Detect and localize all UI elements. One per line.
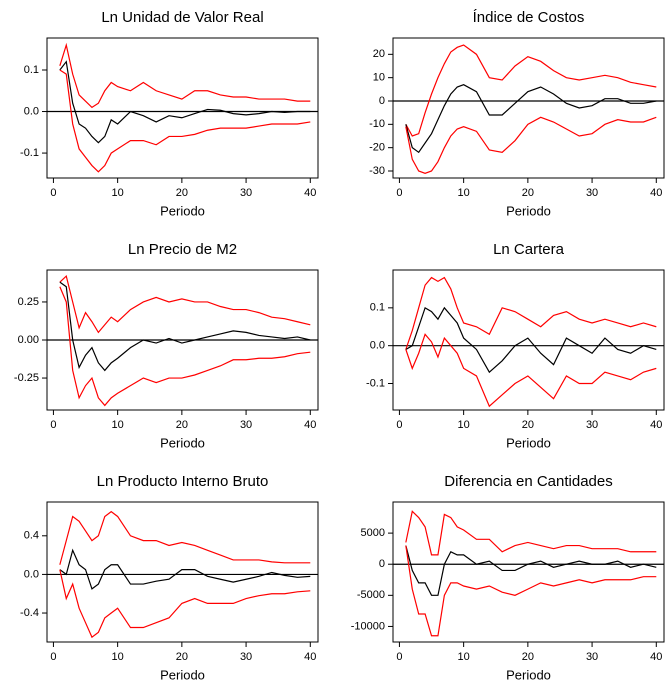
x-axis-label: Periodo: [160, 667, 205, 682]
irf-line: [405, 44, 657, 137]
y-tick-label: 0.00: [18, 334, 39, 346]
y-tick-label: -20: [369, 142, 385, 154]
x-tick-label: 10: [112, 187, 124, 199]
y-tick-label: 0.25: [18, 296, 39, 308]
y-tick-label: -5000: [357, 589, 385, 601]
y-tick-label: -0.25: [14, 372, 39, 384]
y-tick-label: -10: [369, 118, 385, 130]
irf-line: [59, 42, 311, 109]
x-axis-label: Periodo: [506, 435, 551, 450]
panel-title: Índice de Costos: [473, 9, 585, 26]
irf-line: [405, 116, 657, 174]
x-tick-label: 20: [522, 187, 534, 199]
x-tick-label: 0: [396, 419, 402, 431]
plot-frame: [392, 37, 665, 179]
x-tick-label: 30: [586, 419, 598, 431]
panel-title: Ln Cartera: [493, 241, 565, 258]
irf-line: [59, 286, 311, 407]
irf-line: [59, 569, 311, 639]
panel-title: Ln Unidad de Valor Real: [101, 9, 263, 26]
y-tick-label: -10000: [351, 620, 385, 632]
y-tick-label: 0.1: [24, 64, 39, 76]
y-tick-label: 0.0: [24, 105, 39, 117]
y-tick-label: 0.0: [370, 340, 385, 352]
irf-line: [405, 545, 657, 596]
x-tick-label: 30: [240, 187, 252, 199]
irf-line: [405, 84, 657, 154]
x-tick-label: 30: [586, 651, 598, 663]
irf-line: [59, 510, 311, 565]
plot-frame: [392, 269, 665, 411]
x-tick-label: 40: [650, 651, 662, 663]
panel-title: Diferencia en Cantidades: [444, 473, 612, 490]
plot-frame: [46, 37, 319, 179]
y-tick-label: -30: [369, 165, 385, 177]
irf-line: [59, 60, 311, 144]
plot-frame: [46, 501, 319, 643]
x-tick-label: 20: [522, 419, 534, 431]
y-tick-label: 0.1: [370, 302, 385, 314]
x-tick-label: 40: [650, 187, 662, 199]
x-axis-label: Periodo: [160, 203, 205, 218]
y-tick-label: 20: [373, 48, 385, 60]
x-tick-label: 30: [240, 419, 252, 431]
x-tick-label: 40: [650, 419, 662, 431]
x-tick-label: 10: [458, 651, 470, 663]
x-tick-label: 0: [50, 419, 56, 431]
x-axis-label: Periodo: [506, 203, 551, 218]
y-tick-label: 0.0: [24, 568, 39, 580]
x-tick-label: 40: [304, 187, 316, 199]
x-tick-label: 0: [50, 651, 56, 663]
plot-frame: [392, 501, 665, 643]
x-tick-label: 30: [586, 187, 598, 199]
x-tick-label: 10: [458, 187, 470, 199]
x-axis-label: Periodo: [160, 435, 205, 450]
x-tick-label: 40: [304, 651, 316, 663]
x-tick-label: 10: [458, 419, 470, 431]
y-tick-label: 0.4: [24, 530, 39, 542]
x-tick-label: 0: [396, 187, 402, 199]
x-tick-label: 10: [112, 651, 124, 663]
y-tick-label: -0.1: [366, 377, 385, 389]
panel-title: Ln Precio de M2: [128, 241, 237, 258]
x-axis-label: Periodo: [506, 667, 551, 682]
irf-line: [405, 276, 657, 350]
y-tick-label: 0: [379, 95, 385, 107]
x-tick-label: 40: [304, 419, 316, 431]
x-tick-label: 20: [176, 419, 188, 431]
x-tick-label: 20: [176, 651, 188, 663]
y-tick-label: -0.1: [20, 147, 39, 159]
irf-line: [59, 281, 311, 372]
irf-line: [405, 545, 657, 637]
x-tick-label: 30: [240, 651, 252, 663]
irf-line: [405, 333, 657, 408]
x-tick-label: 0: [396, 651, 402, 663]
x-tick-label: 10: [112, 419, 124, 431]
irf-line: [405, 510, 657, 556]
y-tick-label: -0.4: [20, 607, 39, 619]
irf-line: [59, 548, 311, 590]
y-tick-label: 0: [379, 558, 385, 570]
y-tick-label: 10: [373, 72, 385, 84]
y-tick-label: 5000: [361, 527, 385, 539]
x-tick-label: 0: [50, 187, 56, 199]
irf-line: [59, 274, 311, 334]
x-tick-label: 20: [522, 651, 534, 663]
irf-line: [405, 306, 657, 374]
x-tick-label: 20: [176, 187, 188, 199]
panel-title: Ln Producto Interno Bruto: [97, 473, 269, 490]
irf-line: [59, 69, 311, 173]
